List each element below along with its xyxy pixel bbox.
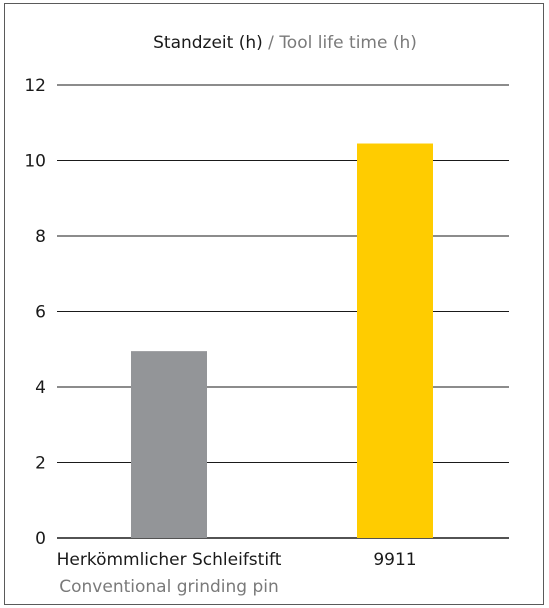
y-tick-label-12: 12 bbox=[24, 76, 46, 96]
x-category-sublabel-1: Conventional grinding pin bbox=[59, 577, 279, 597]
bar-2 bbox=[357, 143, 433, 538]
x-category-label-2: 9911 bbox=[373, 550, 416, 570]
chart-title: Standzeit (h) / Tool life time (h) bbox=[153, 33, 417, 53]
x-category-labels: Herkömmlicher Schleifstift Conventional g… bbox=[57, 550, 417, 597]
x-category-label-1: Herkömmlicher Schleifstift bbox=[57, 550, 282, 570]
chart-title-separator: / bbox=[263, 33, 280, 53]
chart-title-de: Standzeit (h) bbox=[153, 33, 263, 53]
y-tick-label-10: 10 bbox=[24, 152, 46, 172]
chart-title-en: Tool life time (h) bbox=[278, 33, 417, 53]
y-tick-label-0: 0 bbox=[35, 529, 46, 549]
gridlines bbox=[57, 84, 509, 539]
y-tick-label-4: 4 bbox=[35, 378, 46, 398]
bars bbox=[131, 143, 433, 538]
y-tick-labels: 0 2 4 6 8 10 12 bbox=[24, 76, 46, 549]
y-tick-label-2: 2 bbox=[35, 454, 46, 474]
bar-1 bbox=[131, 351, 207, 538]
y-tick-label-8: 8 bbox=[35, 227, 46, 247]
y-tick-label-6: 6 bbox=[35, 303, 46, 323]
chart-frame bbox=[4, 3, 544, 605]
